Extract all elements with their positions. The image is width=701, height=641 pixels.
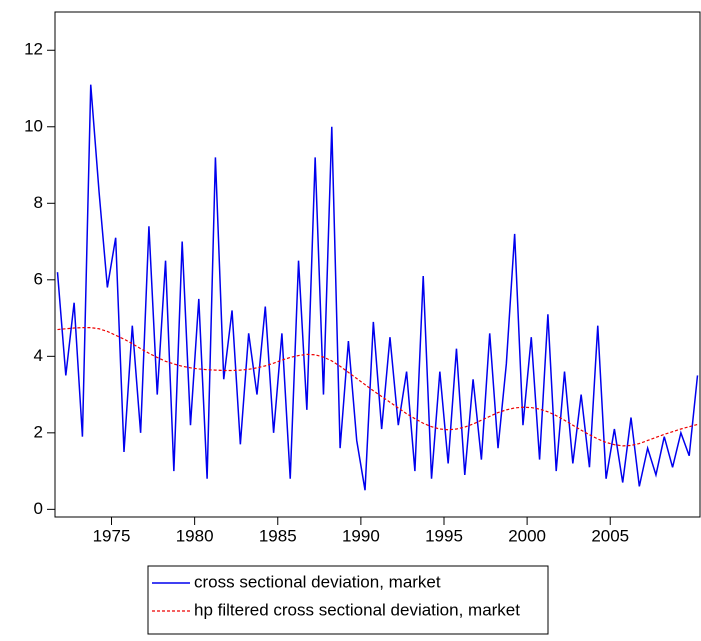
y-tick-label: 8	[34, 193, 43, 212]
x-tick-label: 1980	[176, 526, 214, 545]
x-tick-label: 2000	[508, 526, 546, 545]
series-line	[56, 84, 699, 491]
series-line	[57, 327, 698, 447]
legend-label: hp filtered cross sectional deviation, m…	[194, 600, 520, 619]
legend-box	[147, 565, 549, 635]
y-tick-label: 4	[34, 346, 43, 365]
y-tick-label: 2	[34, 422, 43, 441]
x-tick-label: 1995	[425, 526, 463, 545]
y-tick-label: 10	[24, 116, 43, 135]
y-tick-label: 12	[24, 40, 43, 59]
plot-frame	[54, 11, 701, 518]
y-tick-label: 6	[34, 269, 43, 288]
legend-label: cross sectional deviation, market	[194, 572, 441, 591]
x-tick-label: 1985	[259, 526, 297, 545]
x-tick-label: 1975	[93, 526, 131, 545]
x-tick-label: 1990	[342, 526, 380, 545]
x-tick-label: 2005	[591, 526, 629, 545]
y-tick-label: 0	[34, 499, 43, 518]
